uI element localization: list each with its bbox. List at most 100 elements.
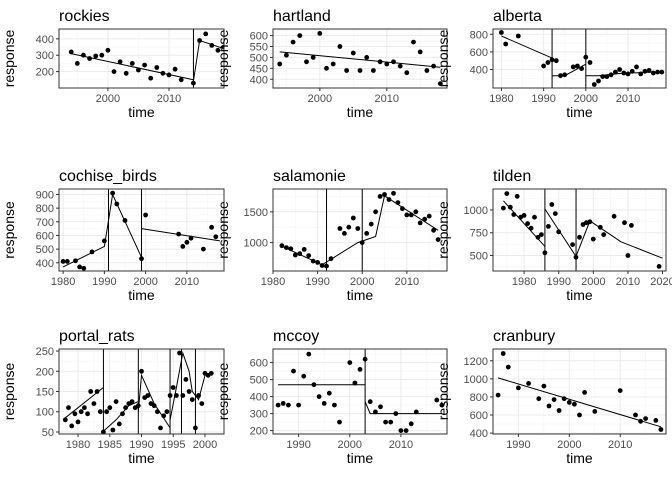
panel-border — [492, 188, 667, 272]
data-point — [311, 382, 317, 388]
y-axis-title: response — [435, 29, 451, 87]
y-axis-title: response — [215, 362, 231, 420]
data-point — [398, 428, 404, 433]
data-point — [99, 52, 105, 58]
data-point — [553, 58, 559, 64]
x-tick-label: 2010 — [395, 276, 419, 288]
x-axis-title: time — [347, 287, 374, 303]
panel-alberta: alberta 1980 1990 2000 2010 400 600 800 time resp… — [435, 8, 667, 120]
y-tick-label: 300 — [36, 50, 54, 62]
data-point — [417, 220, 423, 226]
x-tick-label: 1980 — [512, 276, 536, 288]
y-tick-label: 250 — [36, 346, 54, 358]
data-point — [638, 418, 643, 424]
data-point — [642, 68, 648, 74]
y-tick-label: 1000 — [244, 238, 268, 250]
data-point — [362, 356, 368, 362]
x-axis-title: time — [566, 450, 593, 466]
data-point — [541, 63, 546, 69]
data-point — [296, 402, 301, 408]
data-point — [352, 380, 358, 386]
data-point — [166, 72, 172, 78]
data-point — [337, 44, 343, 49]
x-tick-label: 2000 — [133, 276, 157, 288]
data-point — [75, 419, 81, 425]
panel-title: mccoy — [273, 328, 319, 345]
data-point — [101, 429, 106, 434]
data-point — [297, 33, 303, 38]
x-tick-label: 1990 — [305, 276, 329, 288]
data-point — [364, 231, 370, 236]
data-point — [634, 64, 639, 70]
data-point — [562, 72, 568, 78]
y-axis-title: response — [435, 201, 451, 259]
panel-title: alberta — [493, 8, 542, 25]
data-point — [158, 425, 163, 431]
y-tick-label: 450 — [250, 63, 268, 75]
data-point — [93, 53, 99, 59]
plot-area — [62, 349, 214, 434]
plot-area — [279, 189, 441, 271]
data-point — [382, 192, 387, 197]
data-point — [350, 215, 356, 221]
data-point — [292, 252, 298, 258]
data-point — [417, 49, 423, 55]
y-tick-label: 600 — [36, 230, 54, 242]
data-point — [638, 71, 644, 77]
y-tick-label: 100 — [36, 407, 54, 419]
y-tick-label: 600 — [470, 47, 488, 59]
data-point — [422, 216, 428, 222]
data-point — [344, 68, 349, 73]
data-point — [556, 229, 562, 235]
x-axis-title: time — [347, 104, 374, 120]
y-tick-label: 800 — [470, 392, 488, 404]
data-point — [386, 197, 392, 202]
x-axis-title: time — [128, 450, 155, 466]
y-tick-label: 500 — [250, 375, 268, 387]
x-tick-label: 2020 — [650, 276, 672, 288]
data-point — [383, 419, 388, 425]
data-point — [87, 56, 92, 61]
y-tick-label: 600 — [250, 358, 268, 370]
data-point — [277, 61, 283, 67]
data-point — [91, 401, 97, 406]
data-point — [180, 244, 186, 249]
data-point — [111, 69, 117, 74]
data-point — [503, 41, 509, 47]
data-point — [377, 194, 383, 199]
data-point — [297, 251, 303, 257]
x-tick-label: 1980 — [489, 93, 513, 105]
data-point — [528, 225, 534, 231]
data-point — [154, 65, 160, 70]
x-tick-label: 2010 — [389, 439, 413, 451]
data-point — [275, 402, 281, 408]
data-point — [600, 74, 606, 79]
panel-title: cranbury — [493, 328, 555, 345]
data-point — [404, 70, 410, 76]
x-tick-label: 1990 — [92, 276, 116, 288]
data-point — [209, 43, 215, 48]
x-tick-label: 1990 — [286, 439, 310, 451]
data-point — [655, 69, 660, 75]
panel-border — [272, 348, 448, 435]
data-point — [167, 393, 173, 398]
data-point — [73, 258, 78, 264]
data-point — [536, 396, 542, 402]
data-point — [570, 242, 575, 248]
data-point — [350, 50, 356, 56]
data-point — [62, 417, 68, 423]
data-point — [68, 49, 74, 55]
data-point — [500, 351, 506, 356]
data-point — [431, 227, 436, 233]
data-point — [172, 66, 178, 72]
data-point — [69, 423, 75, 429]
x-axis-title: time — [566, 287, 593, 303]
x-tick-label: 1990 — [546, 276, 570, 288]
data-point — [590, 236, 596, 242]
data-point — [629, 68, 635, 74]
data-point — [393, 411, 399, 416]
data-point — [301, 247, 307, 252]
data-point — [525, 221, 530, 227]
data-point — [368, 221, 374, 227]
